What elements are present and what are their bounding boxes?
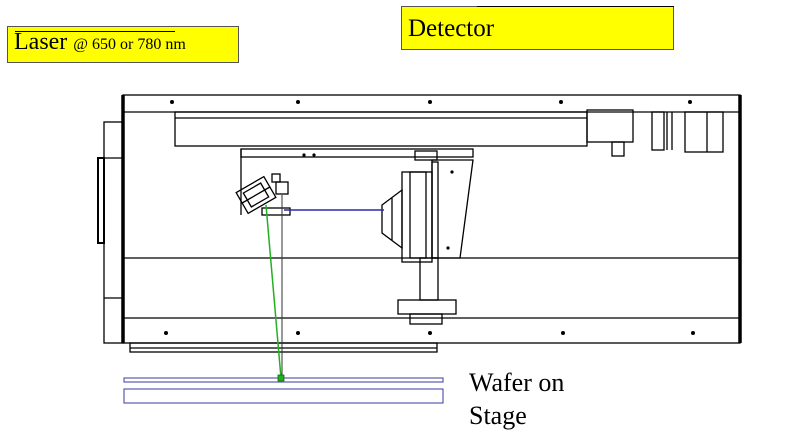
laser-head [235,175,277,215]
screw-top-1 [170,100,174,104]
laser-label-box: Laser @ 650 or 780 nm [7,26,239,63]
rail-motor [586,109,634,143]
beam-spot [277,374,285,382]
detector-body-inner [409,171,427,259]
detector-foot-base [409,313,443,325]
detector-overline [477,6,674,7]
wafer-stage-label: Wafer on Stage [469,366,619,432]
laser-knob [275,181,289,195]
wafer-label-line2: Stage [469,401,527,430]
rail-end-block [651,111,665,151]
wafer-label-line1: Wafer on [469,368,565,397]
carriage-dot-2 [312,153,316,157]
laser-mount [261,207,291,216]
screw-bottom-5 [691,331,695,335]
carriage-top-plate [240,148,474,158]
screw-top-2 [296,100,300,104]
laser-overline [15,31,175,32]
incident-beam [265,204,282,379]
detector-foot [397,299,457,315]
bracket-dot-1 [450,170,454,174]
screw-top-4 [559,100,563,104]
screw-bottom-1 [164,331,168,335]
screw-top-3 [428,100,432,104]
screw-bottom-4 [561,331,565,335]
screw-bottom-2 [296,331,300,335]
rail-motor-foot [611,141,625,157]
laser-knob-cap [271,173,281,183]
carriage-clamp [414,150,438,161]
detector-label: Detector [408,15,495,42]
screw-top-5 [688,100,692,104]
detector-post [419,257,439,301]
detector-bracket-rail [431,161,439,259]
left-connector [97,157,105,244]
bracket-dot-2 [446,246,450,250]
laser-wavelength-label: @ 650 or 780 nm [73,36,186,53]
detector-body [401,171,433,263]
screw-bottom-3 [428,331,432,335]
detector-lens [381,188,403,250]
rail-right-housing [684,111,724,153]
laser-label: Laser [14,29,68,55]
left-side-plate [103,121,124,344]
carriage-dot-1 [302,153,306,157]
linear-rail [174,111,588,147]
detector-label-box: Detector [401,6,674,50]
stage [123,388,444,404]
